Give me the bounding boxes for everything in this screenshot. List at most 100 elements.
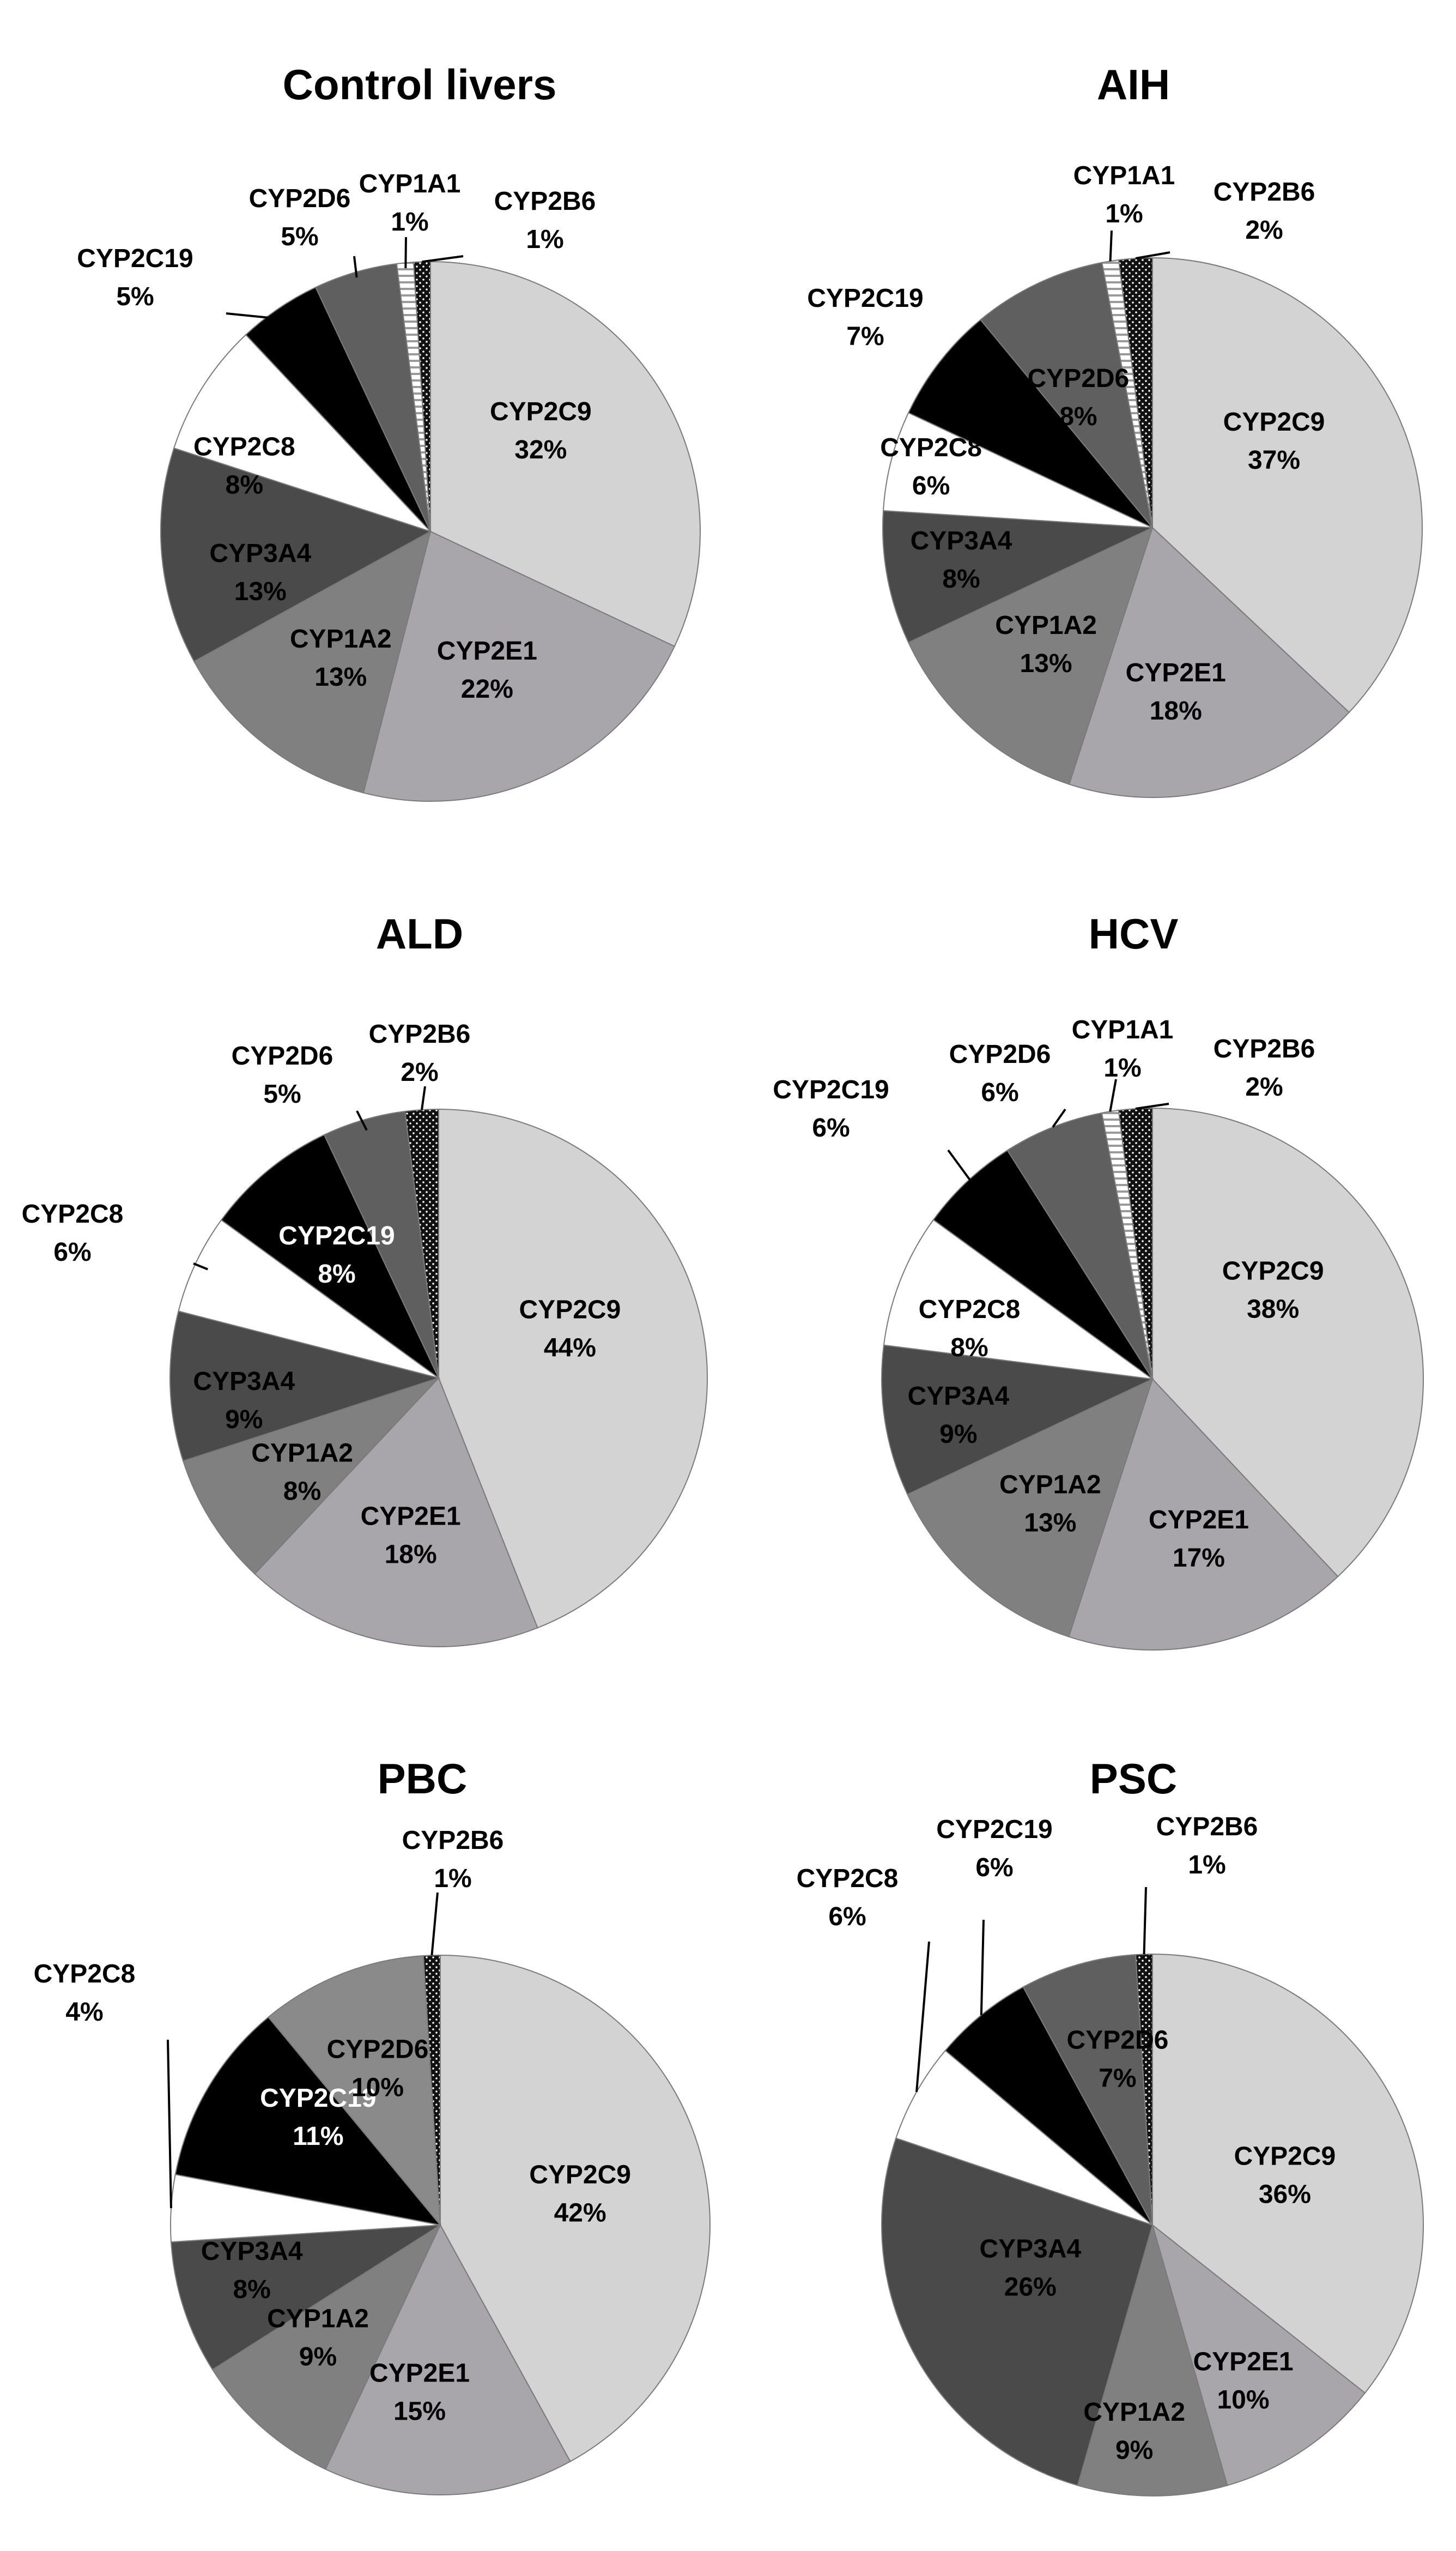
pie-slice-cyp2c8 (895, 2050, 1153, 2226)
pie-slice-cyp2e1 (362, 530, 676, 802)
slice-percent-cyp2e1: 17% (1173, 1544, 1225, 1573)
pie-slice-cyp2c8 (883, 1219, 1153, 1380)
slice-percent-cyp3a4: 9% (939, 1420, 977, 1449)
pie-slice-cyp2c19 (907, 319, 1153, 528)
pie-slice-cyp1a2 (211, 2223, 442, 2470)
slice-percent-cyp1a2: 13% (1024, 1509, 1076, 1538)
slice-label-cyp1a2: CYP1A2 (999, 1471, 1101, 1500)
slice-label-cyp2c9: CYP2C9 (519, 1295, 621, 1324)
slice-label-cyp3a4: CYP3A4 (209, 539, 311, 568)
chart-title: HCV (1089, 910, 1179, 958)
pie-slice-cyp2c9 (1152, 1107, 1424, 1577)
pie-slice-cyp2d6 (1006, 1112, 1153, 1380)
slice-label-cyp2e1: CYP2E1 (1126, 658, 1226, 687)
slice-percent-cyp2c8: 6% (828, 1902, 866, 1931)
slice-label-cyp3a4: CYP3A4 (911, 527, 1012, 555)
slice-label-cyp2e1: CYP2E1 (1149, 1506, 1249, 1534)
slice-label-cyp2c8: CYP2C8 (34, 1960, 136, 1988)
leader-line (985, 361, 990, 399)
slice-label-cyp2d6: CYP2D6 (232, 1042, 333, 1071)
slice-percent-cyp1a1: 1% (391, 208, 428, 237)
pie-slice-cyp3a4 (170, 2224, 441, 2371)
pie-slice-cyp3a4 (882, 510, 1153, 644)
pie-slice-cyp2c19 (944, 1986, 1153, 2226)
pie-slice-cyp3a4 (169, 1310, 441, 1462)
pie-chart-ald: ALD CYP2C9 44% CYP2E1 18% CYP1A2 8% CYP3A4 9% CYP… (22, 910, 708, 1647)
chart-title: PBC (378, 1755, 468, 1803)
slice-percent-cyp3a4: 8% (233, 2275, 270, 2304)
slice-label-cyp2b6: CYP2B6 (402, 1826, 504, 1855)
pie-slice-cyp2e1 (1068, 527, 1350, 798)
slice-label-cyp1a2: CYP1A2 (995, 611, 1097, 640)
slice-label-cyp2c19: CYP2C19 (278, 1222, 395, 1250)
slice-percent-cyp1a1: 1% (1103, 1054, 1141, 1083)
pie-slice-cyp3a4 (160, 447, 432, 662)
slice-label-cyp1a2: CYP1A2 (1083, 2398, 1185, 2427)
slice-percent-cyp2c9: 36% (1259, 2180, 1311, 2209)
slice-label-cyp1a2: CYP1A2 (251, 1438, 353, 1467)
pie-slice-cyp2e1 (254, 1377, 538, 1647)
pie-slice-cyp2c9 (430, 261, 701, 648)
slice-percent-cyp2b6: 1% (1188, 1851, 1226, 1879)
slice-label-cyp3a4: CYP3A4 (979, 2235, 1081, 2264)
slice-percent-cyp2c9: 38% (1247, 1295, 1299, 1323)
slice-percent-cyp2b6: 2% (401, 1058, 438, 1087)
slice-label-cyp1a2: CYP1A2 (290, 625, 392, 654)
slice-label-cyp2e1: CYP2E1 (1193, 2347, 1293, 2376)
slice-label-cyp2d6: CYP2D6 (1028, 364, 1130, 393)
pie-slice-cyp2c19 (932, 1149, 1153, 1380)
pie-slice-cyp2e1 (1068, 1378, 1339, 1651)
pie-chart-control-livers: Control liversCYP2C932%CYP2E122%CYP1A213… (77, 61, 701, 802)
slice-label-cyp2b6: CYP2B6 (1214, 178, 1315, 207)
pie-slice-cyp1a2 (907, 527, 1154, 785)
slice-percent-cyp2c19: 8% (318, 1260, 355, 1289)
slice-percent-cyp2c9: 32% (514, 436, 567, 464)
pie-slice-cyp1a2 (906, 1378, 1154, 1637)
slice-label-cyp2c9: CYP2C9 (1223, 408, 1325, 437)
pie-slice-cyp1a2 (182, 1377, 439, 1575)
pie-slice-cyp2b6 (422, 1954, 441, 2226)
slice-label-cyp2b6: CYP2B6 (1156, 1812, 1258, 1841)
slice-percent-cyp2c19: 7% (846, 322, 884, 351)
pie-chart-psc: PSC CYP2C9 36% CYP2E1 10% CYP1A2 9% CYP3A4 26% CY… (797, 1755, 1424, 2496)
slice-percent-cyp2c8: 8% (226, 470, 263, 499)
slice-label-cyp2e1: CYP2E1 (437, 637, 537, 666)
slice-label-cyp2d6: CYP2D6 (1067, 2026, 1169, 2055)
pie-slice-cyp2e1 (324, 2223, 571, 2495)
leader-line (167, 2039, 172, 2208)
leader-line (1109, 230, 1113, 262)
slice-percent-cyp2c8: 4% (65, 1998, 103, 2027)
slice-label-cyp2b6: CYP2B6 (369, 1020, 471, 1049)
slice-label-cyp3a4: CYP3A4 (201, 2237, 303, 2266)
pie-slice-cyp2c19 (174, 2016, 442, 2226)
chart-title: AIH (1097, 61, 1170, 108)
slice-label-cyp2b6: CYP2B6 (1214, 1035, 1315, 1063)
slice-percent-cyp2d6: 8% (1059, 402, 1097, 431)
slice-label-cyp1a1: CYP1A1 (1072, 1015, 1174, 1044)
pie-slice-cyp2e1 (1151, 2223, 1366, 2486)
slice-percent-cyp2e1: 22% (461, 675, 513, 704)
slice-label-cyp2c8: CYP2C8 (919, 1295, 1021, 1324)
slice-label-cyp2e1: CYP2E1 (369, 2359, 470, 2388)
slice-percent-cyp2d6: 5% (263, 1080, 301, 1109)
pie-chart-pbc: PBC CYP2C9 42% CYP2E1 15% CYP1A2 9% CYP3A4 8% CYP… (34, 1755, 711, 2495)
slice-label-cyp3a4: CYP3A4 (193, 1367, 295, 1396)
pie-slice-cyp1a2 (193, 530, 432, 794)
pie-slice-cyp1a2 (1077, 2223, 1228, 2496)
slice-percent-cyp3a4: 13% (234, 577, 287, 606)
slice-label-cyp2e1: CYP2E1 (361, 1502, 461, 1531)
slice-label-cyp2c19: CYP2C19 (77, 244, 193, 273)
slice-percent-cyp2e1: 18% (1150, 697, 1202, 726)
slice-percent-cyp2c19: 6% (812, 1114, 850, 1142)
slice-percent-cyp2c8: 6% (912, 471, 950, 500)
slice-percent-cyp2e1: 15% (393, 2397, 446, 2426)
slice-percent-cyp1a2: 8% (283, 1477, 321, 1506)
slice-percent-cyp2b6: 2% (1245, 216, 1283, 245)
slice-percent-cyp2c19: 6% (975, 1853, 1013, 1882)
slice-label-cyp2c8: CYP2C8 (880, 433, 982, 462)
slice-label-cyp2c8: CYP2C8 (22, 1200, 124, 1229)
slice-percent-cyp2c8: 6% (53, 1238, 91, 1267)
slice-percent-cyp1a2: 9% (299, 2342, 337, 2371)
pie-slice-cyp2c8 (882, 412, 1153, 528)
